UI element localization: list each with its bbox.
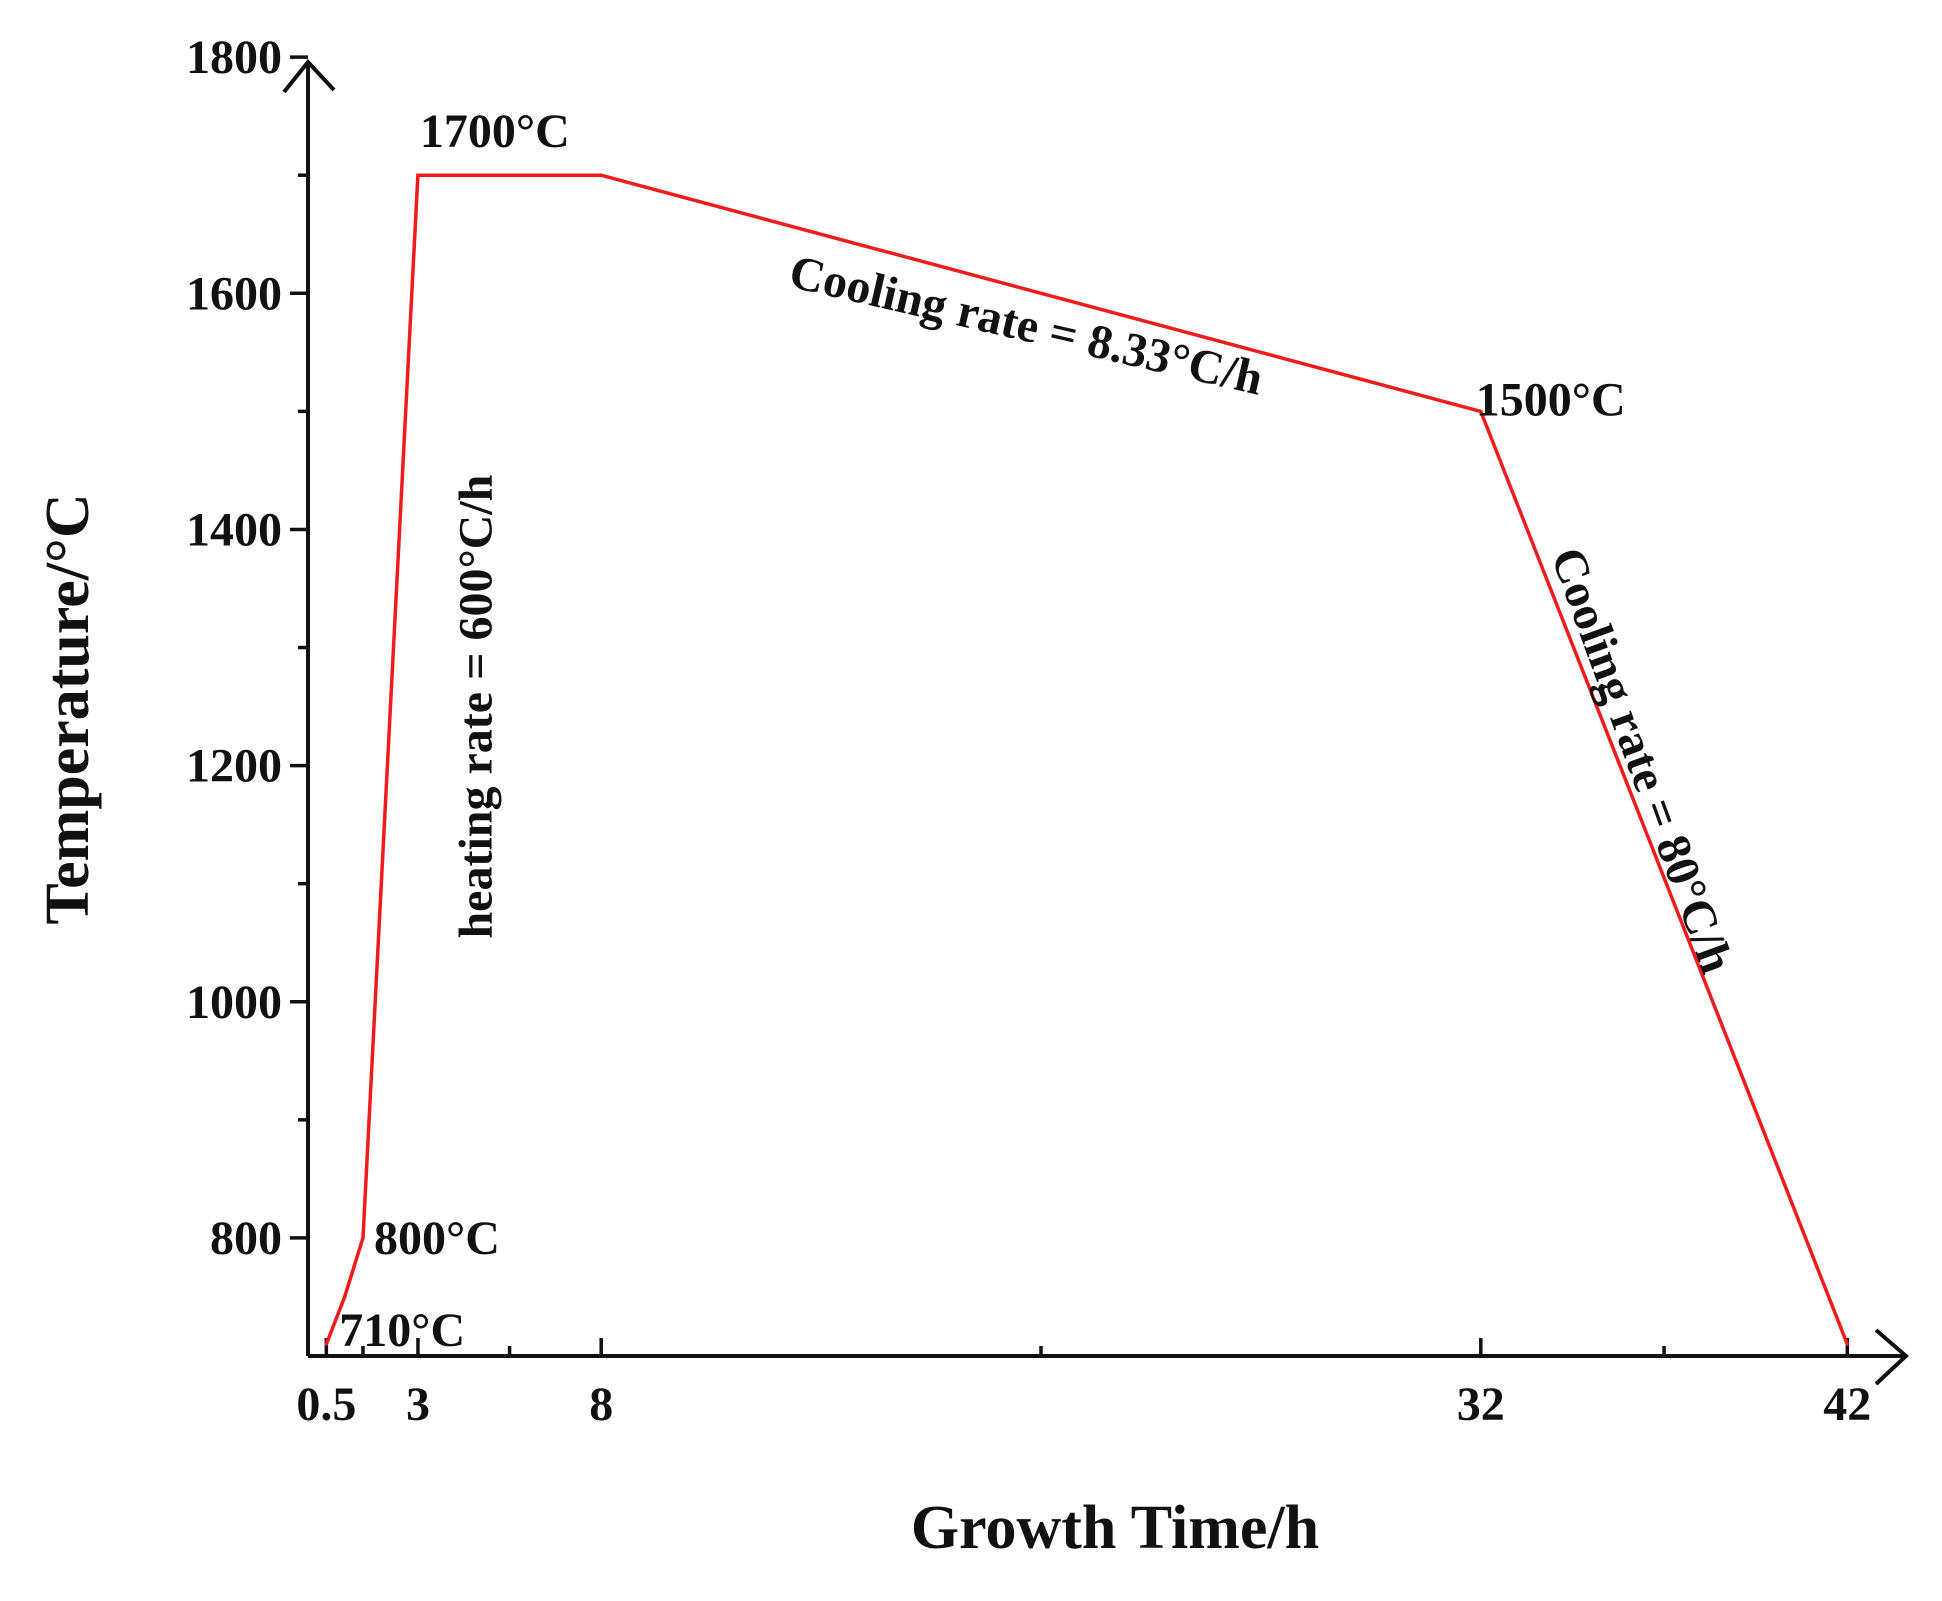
annotation-t1500: 1500°C [1476,373,1626,426]
annotation-cool2: Cooling rate = 80°C/h [1540,541,1743,980]
y-tick-label: 1400 [186,503,282,556]
y-tick-label: 1200 [186,740,282,793]
ticks-group: 800 1000 1200 1400 1600 1800 0.5 3 8 32 42 [186,31,1871,1431]
annotation-heating: heating rate = 600°C/h [449,475,502,939]
y-tick-label: 800 [210,1212,282,1265]
y-tick-label: 1000 [186,976,282,1029]
temperature-data-point [343,1295,347,1299]
temperature-data-point [599,173,603,177]
annotation-t800: 800°C [374,1212,500,1265]
x-tick-label: 0.5 [296,1378,356,1431]
x-tick-label: 42 [1823,1378,1871,1431]
x-tick-label: 3 [406,1378,430,1431]
temperature-data-point [361,1236,365,1240]
x-axis-arrowhead [1874,1328,1909,1386]
temperature-data-point [1479,409,1483,413]
temperature-data-point [416,173,420,177]
temperature-data-point [1845,1342,1849,1346]
axes-group [282,58,1909,1386]
annotation-t1700: 1700°C [420,105,570,158]
y-axis-arrowhead [282,58,336,94]
annotation-t710: 710°C [339,1304,465,1357]
y-tick-label: 1600 [186,267,282,320]
y-tick-label: 1800 [186,31,282,84]
x-tick-label: 8 [589,1378,613,1431]
series-group [324,173,1849,1346]
x-axis-title: Growth Time/h [911,1494,1319,1562]
y-axis-title: Temperature/°C [34,493,102,924]
temperature-data-point [324,1342,328,1346]
annotation-cool1: Cooling rate = 8.33°C/h [784,245,1267,405]
x-tick-label: 32 [1457,1378,1505,1431]
